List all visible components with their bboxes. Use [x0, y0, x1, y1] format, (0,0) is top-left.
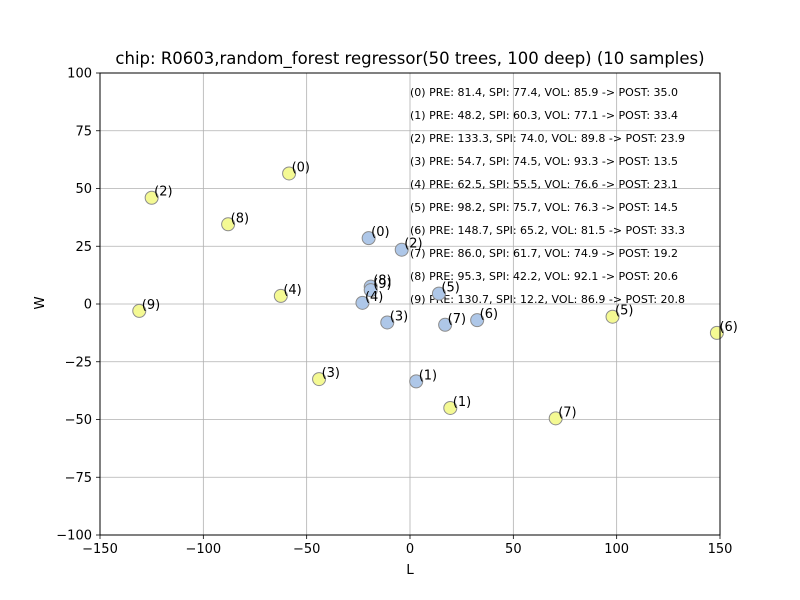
- y-tick-label: −75: [65, 471, 92, 486]
- annotation-line: (6) PRE: 148.7, SPI: 65.2, VOL: 81.5 -> …: [410, 224, 685, 237]
- scatter-point: [380, 315, 395, 330]
- x-axis-label: L: [406, 562, 414, 578]
- chart-title: chip: R0603,random_forest regressor(50 t…: [115, 49, 704, 69]
- data-points: [132, 166, 724, 426]
- annotation-text-block: (0) PRE: 81.4, SPI: 77.4, VOL: 85.9 -> P…: [410, 86, 685, 306]
- annotation-line: (1) PRE: 48.2, SPI: 60.3, VOL: 77.1 -> P…: [410, 109, 678, 122]
- point-label: (0): [292, 160, 310, 175]
- point-label: (2): [154, 185, 172, 200]
- point-label: (6): [719, 320, 737, 335]
- point-label: (6): [480, 307, 498, 322]
- annotation-line: (2) PRE: 133.3, SPI: 74.0, VOL: 89.8 -> …: [410, 132, 685, 145]
- axis-ticks: −150 −100 −50 0 50 100 150−100−75−50−250255075…: [56, 67, 732, 558]
- scatter-point: [409, 374, 424, 389]
- y-tick-label: 50: [75, 182, 92, 197]
- scatter-point: [312, 372, 327, 387]
- point-label: (3): [322, 366, 340, 381]
- x-tick-label: 0: [406, 542, 414, 557]
- y-tick-label: −25: [65, 355, 92, 370]
- x-tick-label: 100: [604, 542, 629, 557]
- scatter-point: [470, 313, 485, 328]
- point-label: (8): [231, 211, 249, 226]
- scatter-point: [443, 400, 458, 415]
- point-labels: (0)(1)(2)(3)(4)(5)(6)(7)(8)(9)(0)(1)(2)(…: [142, 160, 738, 420]
- point-label: (5): [615, 304, 633, 319]
- scatter-point: [221, 217, 236, 232]
- point-label: (9): [373, 277, 391, 292]
- annotation-line: (8) PRE: 95.3, SPI: 42.2, VOL: 92.1 -> P…: [410, 270, 678, 283]
- point-label: (7): [448, 312, 466, 327]
- annotation-line: (4) PRE: 62.5, SPI: 55.5, VOL: 76.6 -> P…: [410, 178, 678, 191]
- scatter-point: [273, 288, 288, 303]
- scatter-point: [548, 411, 563, 426]
- y-tick-label: −50: [65, 413, 92, 428]
- scatter-point: [355, 295, 370, 310]
- scatter-point: [363, 283, 378, 298]
- point-label: (8): [373, 274, 391, 289]
- y-tick-label: 100: [67, 67, 92, 82]
- annotation-line: (3) PRE: 54.7, SPI: 74.5, VOL: 93.3 -> P…: [410, 155, 678, 168]
- scatter-point: [361, 231, 376, 246]
- annotation-line: (5) PRE: 98.2, SPI: 75.7, VOL: 76.3 -> P…: [410, 201, 678, 214]
- point-label: (2): [404, 237, 422, 252]
- scatter-point: [394, 242, 409, 257]
- annotation-line: (9) PRE: 130.7, SPI: 12.2, VOL: 86.9 -> …: [410, 293, 685, 306]
- y-tick-label: 25: [75, 240, 92, 255]
- scatter-point: [132, 303, 147, 318]
- point-label: (4): [365, 290, 383, 305]
- point-label: (0): [371, 225, 389, 240]
- x-tick-label: −50: [293, 542, 320, 557]
- point-label: (1): [419, 368, 437, 383]
- y-tick-label: 75: [75, 124, 92, 139]
- scatter-point: [605, 309, 620, 324]
- point-label: (9): [142, 298, 160, 313]
- scatter-point: [144, 190, 159, 205]
- y-tick-label: 0: [84, 298, 92, 313]
- point-label: (4): [283, 283, 301, 298]
- annotation-line: (0) PRE: 81.4, SPI: 77.4, VOL: 85.9 -> P…: [410, 86, 678, 99]
- point-label: (5): [441, 281, 459, 296]
- point-label: (3): [390, 309, 408, 324]
- x-tick-label: 50: [505, 542, 522, 557]
- scatter-point: [431, 286, 446, 301]
- x-tick-label: 150: [708, 542, 733, 557]
- scatter-point: [282, 166, 297, 181]
- point-label: (7): [558, 405, 576, 420]
- y-tick-label: −100: [56, 529, 92, 544]
- x-tick-label: −150: [82, 542, 118, 557]
- annotation-line: (7) PRE: 86.0, SPI: 61.7, VOL: 74.9 -> P…: [410, 247, 678, 260]
- y-axis-label: W: [32, 296, 48, 309]
- x-tick-label: −100: [185, 542, 221, 557]
- scatter-point: [438, 317, 453, 332]
- point-label: (1): [453, 395, 471, 410]
